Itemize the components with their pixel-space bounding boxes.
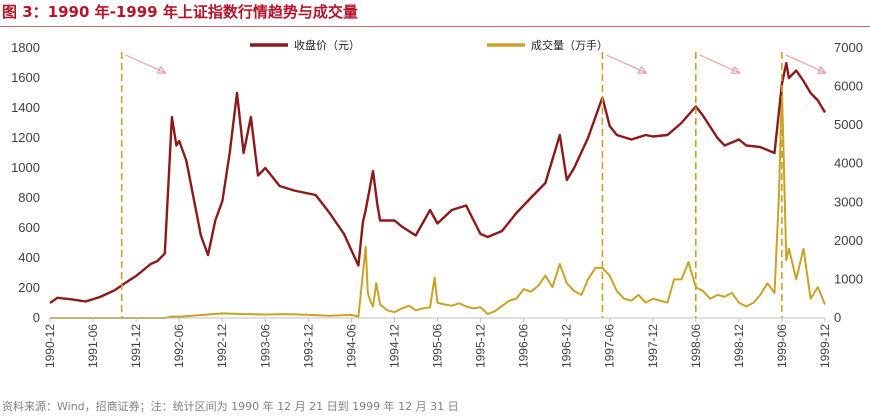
figure-title: 图 3：1990 年-1999 年上证指数行情趋势与成交量 (2, 3, 358, 21)
trend-arrow (606, 54, 647, 74)
y-right-tick-label: 2000 (834, 233, 863, 248)
y-right-tick-label: 0 (834, 310, 841, 325)
volume-series-line (50, 85, 826, 319)
y-right-tick-label: 1000 (834, 271, 863, 286)
x-tick-label: 1995-12 (474, 324, 488, 368)
x-tick-label: 1998-06 (689, 324, 703, 368)
y-left-tick-label: 1000 (11, 160, 40, 175)
y-right-tick-label: 5000 (834, 117, 863, 132)
x-tick-label: 1991-06 (86, 324, 100, 368)
y-left-tick-label: 0 (33, 310, 40, 325)
y-left-tick-label: 400 (18, 250, 40, 265)
x-tick-label: 1992-12 (215, 324, 229, 368)
trend-arrow-head (816, 65, 828, 74)
x-tick-label: 1994-06 (344, 324, 358, 368)
y-right-tick-label: 3000 (834, 194, 863, 209)
x-tick-label: 1995-06 (431, 324, 445, 368)
trend-arrow-head (637, 65, 648, 74)
y-left-tick-label: 200 (18, 280, 40, 295)
x-tick-label: 1994-12 (387, 324, 401, 368)
x-tick-label: 1990-12 (43, 324, 57, 368)
source-note: 资料来源：Wind，招商证券；注：统计区间为 1990 年 12 月 21 日到… (2, 400, 459, 413)
legend-label: 成交量（万手） (531, 38, 608, 52)
trend-arrow (785, 54, 827, 74)
y-left-tick-label: 1200 (11, 130, 40, 145)
x-tick-label: 1997-06 (603, 324, 617, 368)
x-tick-label: 1993-12 (301, 324, 315, 368)
y-left-tick-label: 1800 (11, 40, 40, 55)
x-tick-label: 1996-06 (517, 324, 531, 368)
trend-arrow-head (156, 65, 167, 74)
y-left-tick-label: 1600 (11, 70, 40, 85)
trend-arrow (125, 54, 166, 74)
y-right-tick-label: 6000 (834, 79, 863, 94)
y-left-tick-label: 600 (18, 220, 40, 235)
x-tick-label: 1996-12 (560, 324, 574, 368)
x-tick-label: 1998-12 (732, 324, 746, 368)
x-tick-label: 1993-06 (258, 324, 272, 368)
x-tick-label: 1991-12 (129, 324, 143, 368)
y-right-tick-label: 7000 (834, 40, 863, 55)
x-tick-label: 1992-06 (172, 324, 186, 368)
x-tick-label: 1999-12 (818, 324, 832, 368)
legend-label: 收盘价（元） (294, 38, 360, 52)
close-price-series-line (49, 61, 827, 304)
y-right-tick-label: 4000 (834, 156, 863, 171)
y-left-tick-label: 1400 (11, 100, 40, 115)
x-tick-label: 1999-06 (775, 324, 789, 368)
y-left-tick-label: 800 (18, 190, 40, 205)
trend-arrow-head (730, 65, 742, 74)
title-divider (0, 26, 870, 27)
x-tick-label: 1997-12 (646, 324, 660, 368)
